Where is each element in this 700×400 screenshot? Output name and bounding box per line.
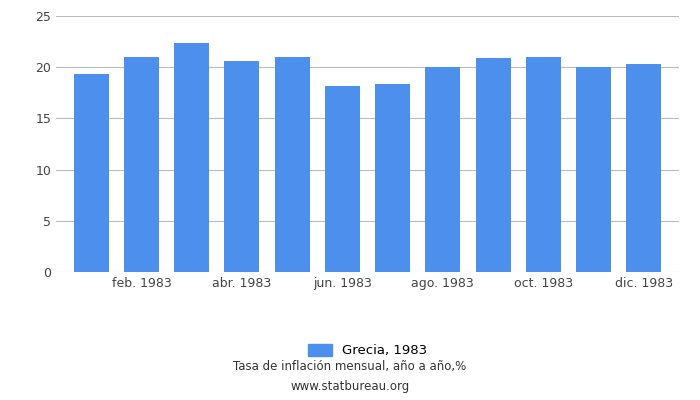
Bar	[274, 57, 309, 272]
Bar	[576, 67, 611, 272]
Bar	[174, 43, 209, 272]
Bar	[375, 84, 410, 272]
Bar	[325, 86, 360, 272]
Bar	[124, 57, 159, 272]
Bar	[74, 74, 108, 272]
Legend: Grecia, 1983: Grecia, 1983	[302, 339, 433, 363]
Text: Tasa de inflación mensual, año a año,%: Tasa de inflación mensual, año a año,%	[233, 360, 467, 373]
Text: www.statbureau.org: www.statbureau.org	[290, 380, 410, 393]
Bar	[224, 61, 260, 272]
Bar	[475, 58, 511, 272]
Bar	[426, 67, 461, 272]
Bar	[626, 64, 662, 272]
Bar	[526, 57, 561, 272]
